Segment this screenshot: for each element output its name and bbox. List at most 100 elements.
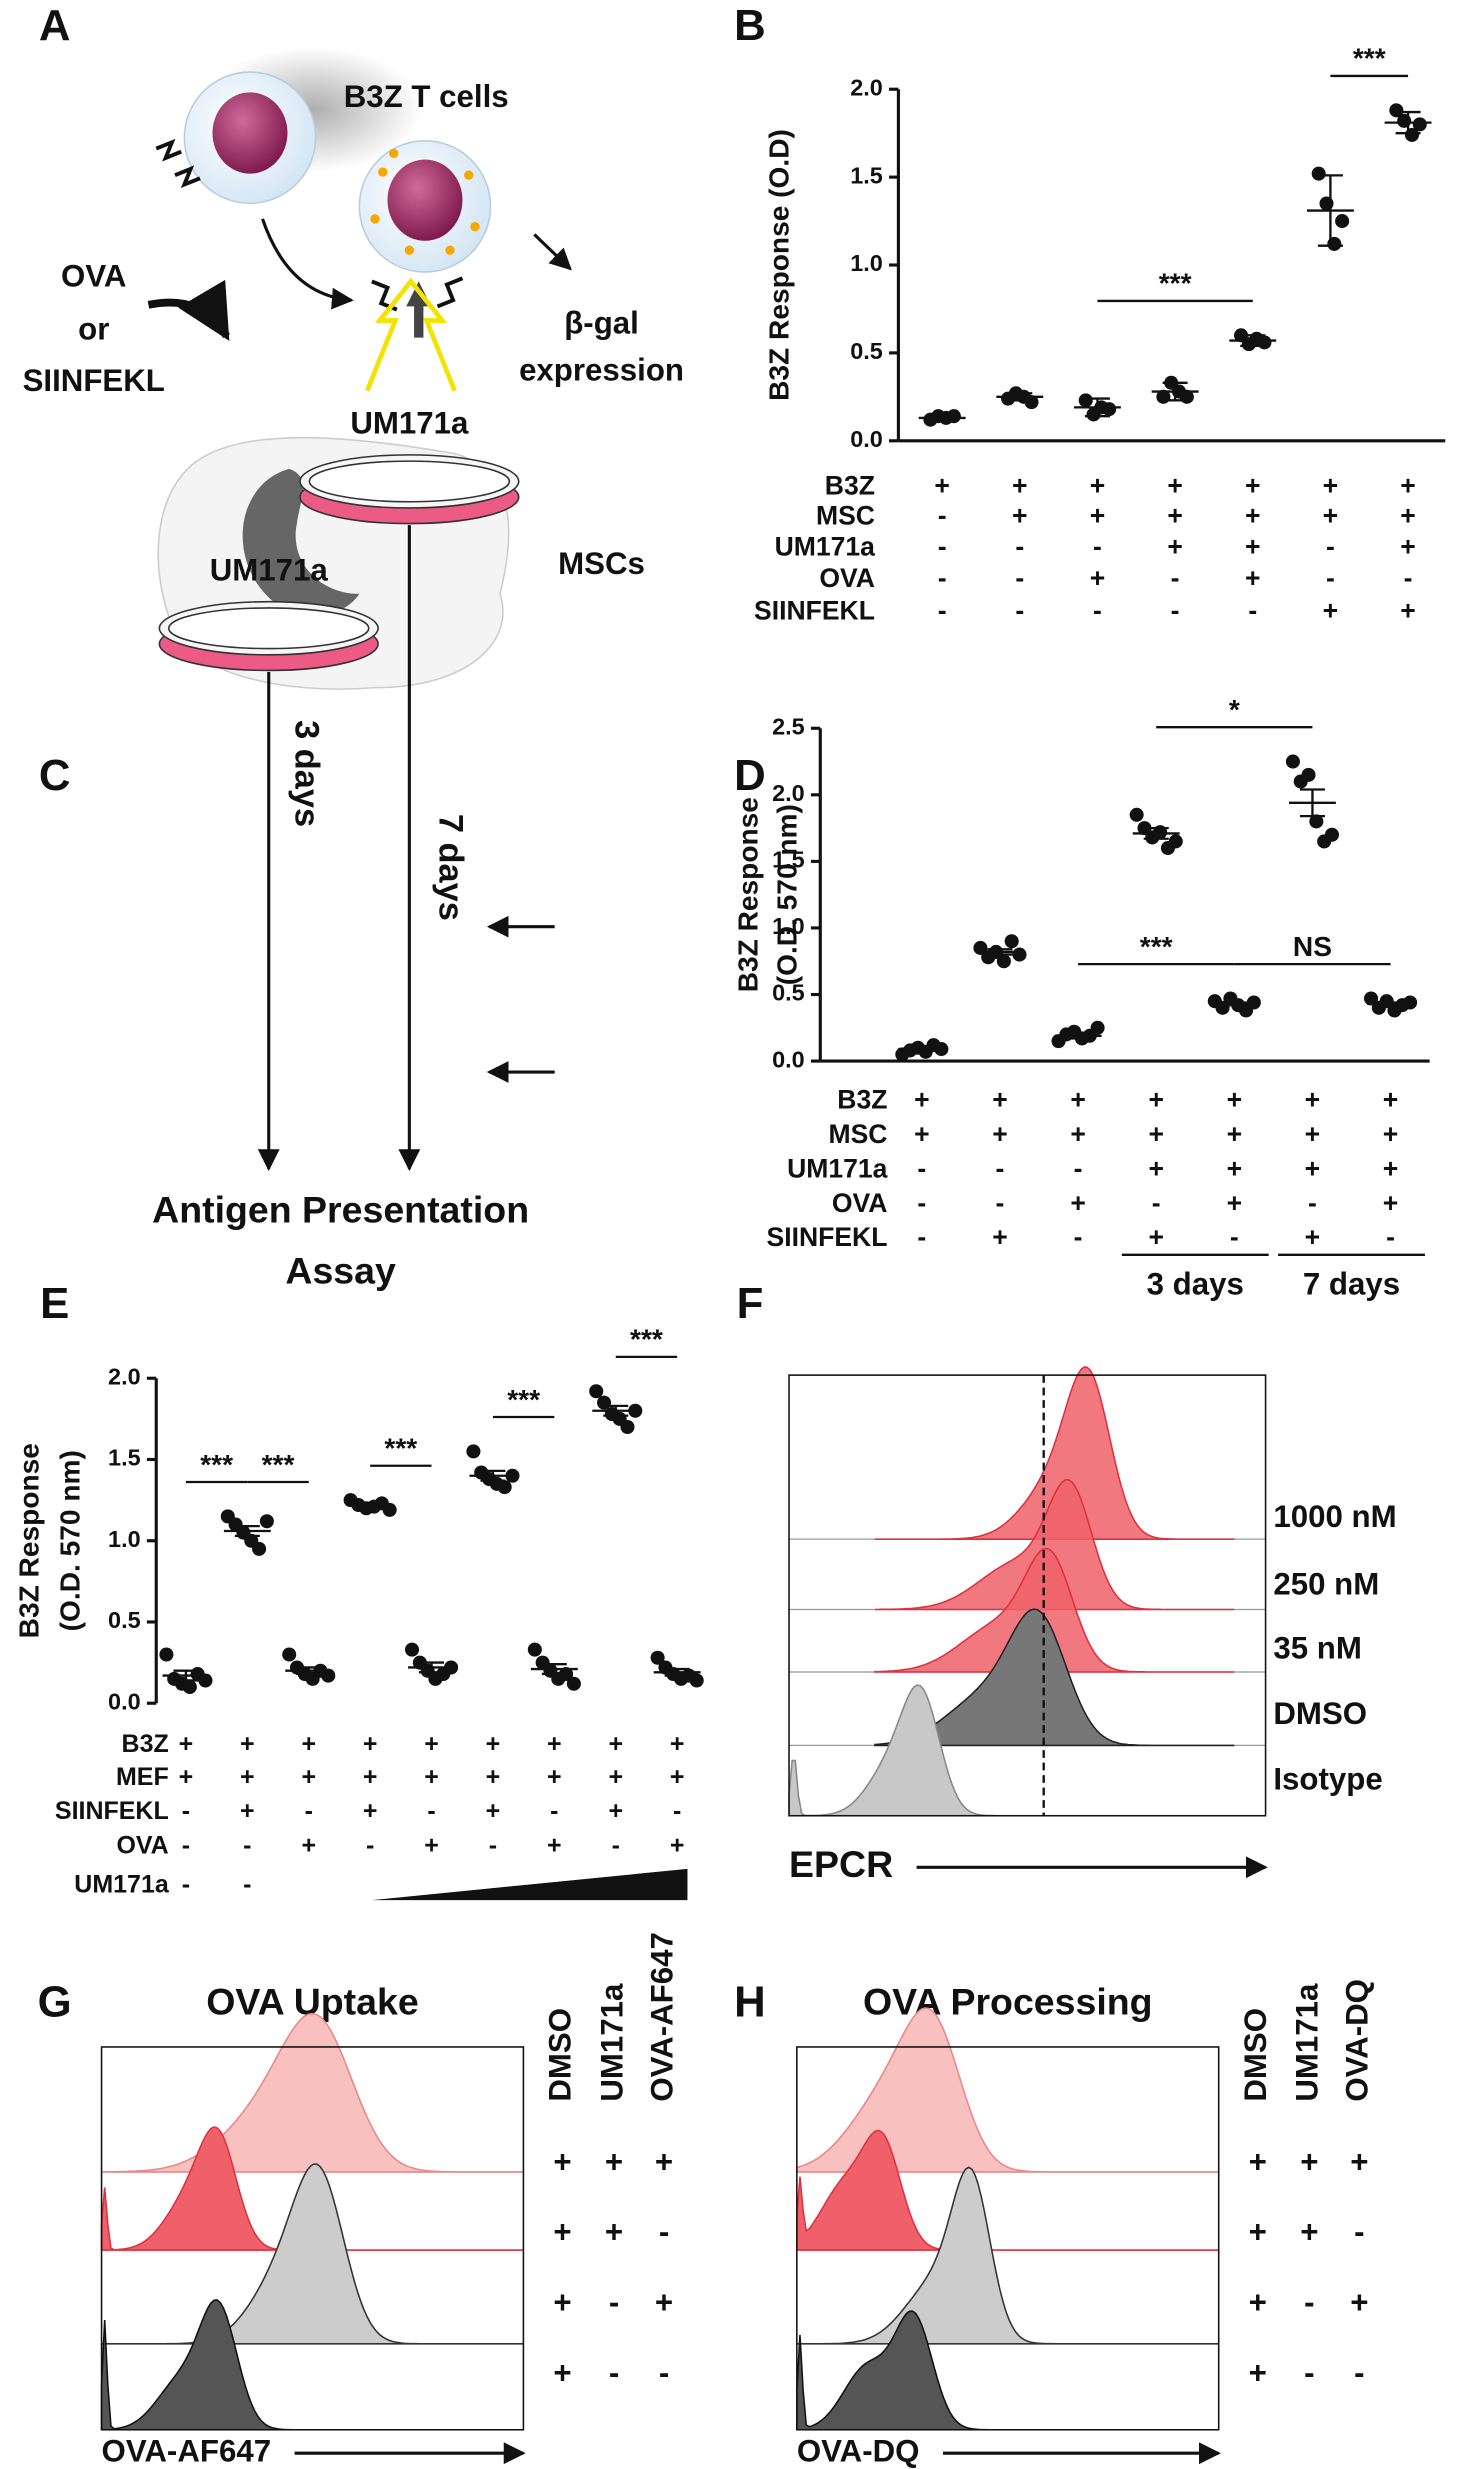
- condition-mark: +: [547, 1832, 562, 1860]
- condition-mark: -: [182, 1871, 190, 1899]
- significance-label: NS: [1293, 931, 1332, 962]
- condition-mark: -: [1074, 1222, 1083, 1252]
- condition-mark: +: [1148, 1222, 1164, 1252]
- data-point: [1412, 117, 1427, 132]
- significance-label: ***: [262, 1449, 295, 1480]
- condition-mark: +: [1249, 2144, 1267, 2179]
- data-point: [1246, 995, 1261, 1010]
- condition-mark: +: [486, 1763, 501, 1791]
- condition-mark: +: [605, 2144, 623, 2179]
- condition-mark: +: [1249, 2215, 1267, 2250]
- column-header: OVA-DQ: [1340, 1979, 1375, 2102]
- condition-name: B3Z: [122, 1730, 169, 1758]
- condition-mark: -: [1404, 563, 1413, 593]
- condition-name: MSC: [828, 1119, 887, 1149]
- data-point: [182, 1679, 197, 1695]
- condition-mark: +: [1400, 596, 1416, 626]
- condition-mark: +: [240, 1763, 255, 1791]
- condition-mark: -: [996, 1188, 1005, 1218]
- condition-mark: +: [301, 1763, 316, 1791]
- data-point: [527, 1642, 542, 1657]
- condition-mark: +: [1012, 471, 1028, 501]
- panel-label: D: [734, 751, 766, 800]
- condition-mark: +: [1400, 500, 1416, 530]
- significance-label: ***: [1140, 931, 1173, 962]
- condition-mark: -: [659, 2215, 669, 2250]
- condition-mark: +: [608, 1763, 623, 1791]
- data-point: [1090, 1020, 1105, 1035]
- condition-mark: -: [1386, 1222, 1395, 1252]
- data-point: [321, 1668, 336, 1683]
- condition-mark: +: [1012, 500, 1028, 530]
- error-bar: [929, 415, 955, 421]
- data-point: [382, 1502, 397, 1517]
- data-point: [1168, 834, 1183, 849]
- significance-label: *: [1229, 694, 1240, 725]
- mhc: [364, 277, 457, 392]
- condition-mark: +: [179, 1730, 194, 1758]
- condition-mark: -: [938, 532, 947, 562]
- error-bar: [1065, 1031, 1091, 1040]
- label: β-gal: [564, 305, 639, 340]
- condition-mark: +: [1090, 500, 1106, 530]
- column-header: OVA-AF647: [644, 1932, 679, 2102]
- data-point: [1335, 214, 1350, 229]
- data-point: [589, 1384, 604, 1399]
- data-point: [252, 1541, 267, 1556]
- error-bar: [1299, 788, 1325, 818]
- condition-mark: +: [1227, 1085, 1243, 1115]
- panel-label: C: [39, 751, 71, 800]
- condition-mark: +: [1245, 532, 1261, 562]
- condition-mark: +: [1350, 2144, 1368, 2179]
- condition-mark: -: [550, 1797, 558, 1825]
- condition-mark: -: [366, 1832, 374, 1860]
- condition-name: B3Z: [837, 1085, 887, 1115]
- condition-mark: +: [363, 1730, 378, 1758]
- condition-mark: -: [243, 1832, 251, 1860]
- y-tick-label: 1.0: [850, 250, 883, 276]
- condition-mark: -: [996, 1153, 1005, 1183]
- condition-mark: +: [670, 1763, 685, 1791]
- condition-name: SIINFEKL: [55, 1797, 169, 1825]
- panel-label: B: [734, 1, 766, 50]
- condition-mark: +: [1167, 532, 1183, 562]
- condition-mark: +: [992, 1222, 1008, 1252]
- histogram: [796, 2129, 1219, 2251]
- condition-mark: -: [243, 1871, 251, 1899]
- condition-mark: +: [992, 1119, 1008, 1149]
- condition-mark: +: [1350, 2285, 1368, 2320]
- condition-mark: -: [1015, 596, 1024, 626]
- condition-name: UM171a: [74, 1871, 170, 1899]
- condition-mark: +: [670, 1730, 685, 1758]
- data-point: [1285, 754, 1300, 769]
- data-point: [620, 1419, 635, 1435]
- y-tick-label: 0.5: [850, 338, 883, 364]
- label: Assay: [285, 1249, 396, 1291]
- condition-mark: -: [938, 500, 947, 530]
- panel-label: F: [737, 1279, 764, 1328]
- condition-mark: -: [1015, 532, 1024, 562]
- condition-mark: -: [612, 1832, 620, 1860]
- condition-mark: -: [938, 596, 947, 626]
- y-tick-label: 0.5: [108, 1607, 141, 1633]
- significance-label: ***: [200, 1449, 233, 1480]
- error-bar: [987, 948, 1013, 956]
- significance-label: ***: [630, 1324, 663, 1355]
- condition-mark: -: [917, 1222, 926, 1252]
- data-point: [1024, 395, 1039, 410]
- error-bar: [1317, 174, 1343, 247]
- condition-mark: +: [486, 1797, 501, 1825]
- condition-mark: +: [1245, 563, 1261, 593]
- data-point: [1078, 393, 1093, 408]
- condition-mark: +: [655, 2285, 673, 2320]
- label: SIINFEKL: [23, 363, 165, 398]
- data-point: [1364, 991, 1379, 1006]
- error-bar: [1162, 381, 1188, 402]
- condition-mark: +: [1300, 2215, 1318, 2250]
- label: MSCs: [558, 546, 645, 581]
- x-axis-label: OVA-DQ: [797, 2433, 920, 2468]
- condition-mark: +: [1305, 1153, 1321, 1183]
- condition-mark: +: [363, 1763, 378, 1791]
- condition-mark: +: [1090, 471, 1106, 501]
- condition-name: B3Z: [825, 471, 875, 501]
